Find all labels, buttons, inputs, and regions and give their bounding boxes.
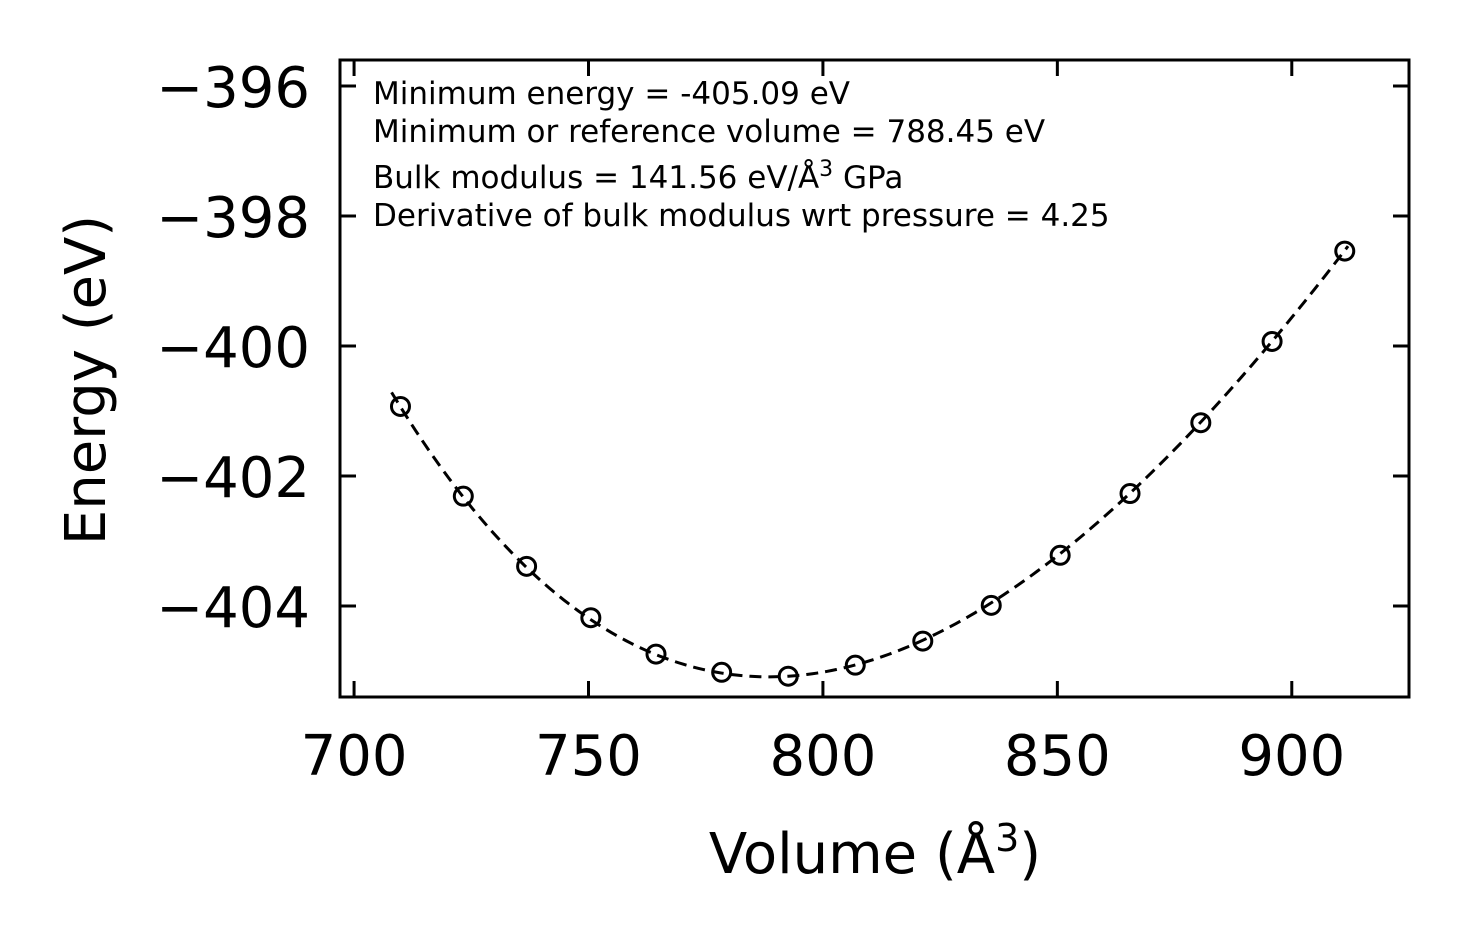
y-axis-label: Energy (eV)	[54, 215, 119, 545]
data-point-4	[645, 643, 667, 665]
fit-curve	[390, 245, 1350, 679]
x-tick-label-850: 850	[1004, 724, 1111, 789]
x-axis-label-sup: 3	[995, 816, 1019, 860]
data-point-3	[580, 607, 602, 629]
annotation-min-volume: Minimum or reference volume = 788.45 eV	[373, 114, 1045, 150]
x-axis-label: Volume (Å3)	[709, 816, 1041, 887]
y-tick-label-396: −396	[156, 56, 310, 121]
annotation-bulk-modulus-unit: GPa	[833, 160, 903, 196]
annotation-bulk-modulus-sup: 3	[819, 157, 833, 182]
x-tick-label-800: 800	[769, 724, 876, 789]
y-tick-label-404: −404	[156, 576, 310, 641]
data-points-layer	[389, 240, 1356, 687]
data-point-1	[452, 485, 474, 507]
data-point-10	[1049, 544, 1071, 566]
plot-frame	[338, 58, 1411, 699]
data-point-0	[389, 395, 411, 417]
data-point-8	[912, 630, 934, 652]
data-point-6	[777, 665, 799, 687]
y-tick-label-398: −398	[156, 186, 310, 251]
y-tick-label-400: −400	[156, 316, 310, 381]
data-point-2	[516, 555, 538, 577]
x-tick-label-700: 700	[301, 724, 408, 789]
x-axis-label-text: Volume (Å	[709, 821, 995, 887]
x-tick-label-900: 900	[1238, 724, 1345, 789]
annotation-bulk-derivative: Derivative of bulk modulus wrt pressure …	[373, 198, 1110, 234]
fit-curve-layer	[390, 245, 1350, 679]
data-point-13	[1261, 330, 1283, 352]
y-axis-ticks: −396 −398 −400 −402 −404	[156, 56, 1409, 641]
data-point-9	[980, 594, 1002, 616]
data-point-14	[1334, 240, 1356, 262]
y-tick-label-402: −402	[156, 446, 310, 511]
x-axis-label-close: )	[1019, 822, 1041, 887]
x-axis-ticks: 700 750 800 850 900	[301, 60, 1345, 789]
data-point-7	[844, 654, 866, 676]
annotation-min-energy: Minimum energy = -405.09 eV	[373, 76, 850, 112]
annotation-bulk-modulus: Bulk modulus = 141.56 eV/Å3 GPa	[373, 157, 903, 196]
data-point-11	[1119, 483, 1141, 505]
annotation-bulk-modulus-text: Bulk modulus = 141.56 eV/Å	[373, 160, 819, 196]
data-point-5	[711, 661, 733, 683]
x-tick-label-750: 750	[535, 724, 642, 789]
data-point-12	[1190, 412, 1212, 434]
